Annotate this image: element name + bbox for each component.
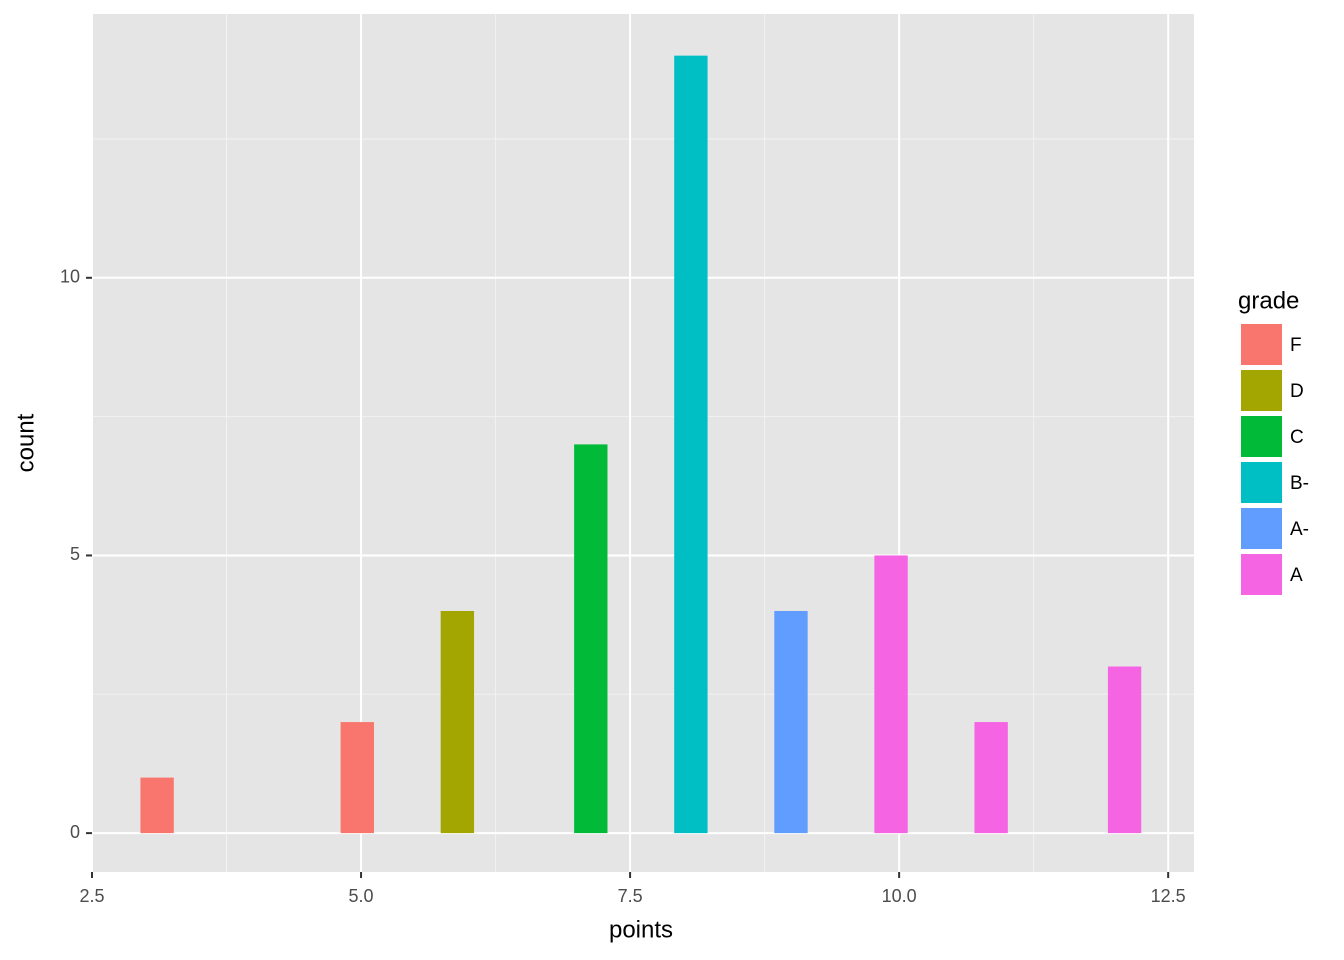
legend-title: grade — [1238, 287, 1299, 314]
legend-label: F — [1290, 335, 1302, 356]
histogram-bar — [674, 55, 708, 834]
legend-key — [1241, 508, 1282, 549]
y-tick-label: 0 — [70, 822, 80, 842]
legend-label: D — [1290, 381, 1304, 402]
x-tick-label: 5.0 — [349, 886, 374, 906]
histogram-bar — [340, 722, 374, 834]
legend-key — [1241, 416, 1282, 457]
histogram-bar — [874, 555, 908, 834]
y-tick-label: 5 — [70, 544, 80, 564]
legend-label: A — [1290, 565, 1303, 586]
histogram-bar — [140, 777, 174, 834]
x-tick-label: 12.5 — [1151, 886, 1186, 906]
y-axis-title: count — [12, 413, 39, 472]
panel — [92, 14, 1194, 872]
legend-label: B- — [1290, 473, 1309, 494]
x-tick-label: 7.5 — [618, 886, 643, 906]
y-tick-label: 10 — [60, 267, 80, 287]
legend-key — [1241, 462, 1282, 503]
histogram-bar — [574, 444, 608, 834]
legend-key — [1241, 554, 1282, 595]
legend-key — [1241, 370, 1282, 411]
histogram-bar — [974, 722, 1008, 834]
legend-key — [1241, 324, 1282, 365]
legend-label: C — [1290, 427, 1304, 448]
histogram-bar — [440, 610, 475, 834]
histogram-bar — [774, 610, 808, 834]
histogram-bar — [1107, 666, 1142, 834]
x-tick-label: 10.0 — [882, 886, 917, 906]
x-tick-label: 2.5 — [79, 886, 104, 906]
legend-label: A- — [1290, 519, 1309, 540]
x-axis-title: points — [609, 916, 673, 943]
